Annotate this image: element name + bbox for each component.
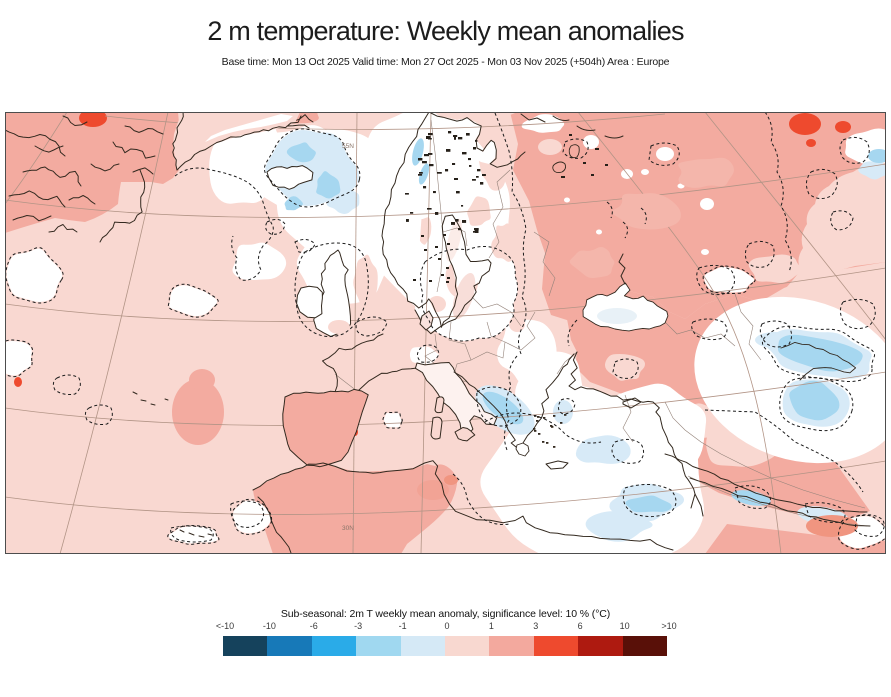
svg-text:30N: 30N (342, 525, 354, 532)
svg-text:55N: 55N (342, 143, 354, 150)
